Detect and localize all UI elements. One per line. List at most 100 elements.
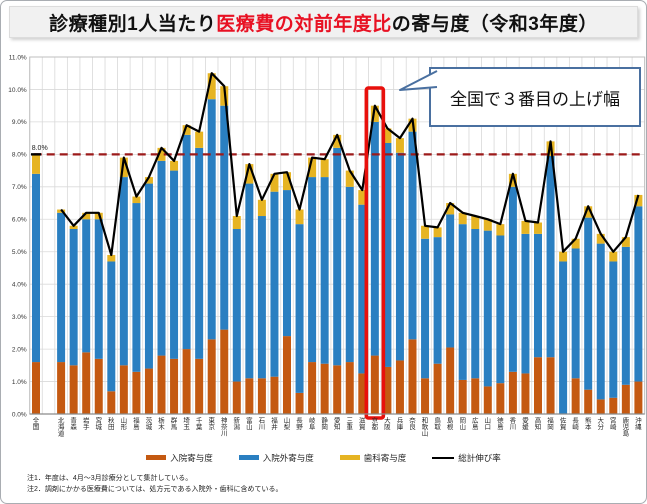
bar-segment	[182, 125, 191, 135]
bar-segment	[107, 391, 116, 414]
bar-segment	[132, 203, 141, 372]
title-highlight: 医療費の対前年度比	[216, 13, 392, 35]
bar-segment	[521, 233, 530, 374]
legend-color-swatch	[339, 455, 360, 460]
x-tick-label: 宮城	[96, 416, 103, 432]
x-tick-label: 熊本	[585, 416, 592, 432]
bar-segment	[471, 216, 480, 230]
bar-segment	[521, 220, 530, 234]
title-suffix: の寄与度（令和3年度）	[391, 13, 598, 35]
x-tick-label: 福井	[271, 416, 278, 432]
bar-segment	[596, 233, 605, 244]
bar-segment	[257, 199, 266, 217]
bar-segment	[559, 251, 568, 262]
bar-segment	[621, 246, 630, 385]
legend-label: 総計伸び率	[458, 452, 501, 463]
bar-segment	[207, 73, 216, 100]
bar-segment	[283, 190, 291, 337]
bar-segment	[596, 399, 605, 414]
bar-segment	[333, 365, 342, 414]
bar-segment	[521, 373, 530, 414]
x-tick-label: 福島	[133, 416, 140, 432]
bar-segment	[596, 243, 605, 400]
legend-color-swatch	[146, 455, 167, 460]
bar-segment	[584, 389, 593, 414]
bar-segment	[584, 206, 593, 218]
bar-segment	[195, 358, 204, 414]
x-tick-label: 新潟	[234, 416, 241, 432]
y-tick-label: 11.0%	[9, 54, 27, 61]
x-tick-label: 大阪	[384, 416, 391, 432]
bar-segment	[257, 216, 266, 379]
x-tick-label: 和歌山	[422, 416, 429, 438]
bar-segment	[571, 248, 580, 379]
y-tick-label: 1.0%	[12, 379, 27, 386]
x-tick-label: 北海道	[58, 417, 65, 438]
bar-segment	[308, 177, 317, 363]
bar-segment	[144, 177, 153, 184]
bar-segment	[107, 261, 116, 392]
legend-item: 総計伸び率	[432, 452, 501, 464]
y-tick-label: 7.0%	[12, 184, 27, 191]
bar-segment	[483, 386, 492, 414]
bar-segment	[370, 105, 379, 122]
bar-segment	[395, 138, 404, 153]
bar-segment	[69, 365, 78, 414]
bar-segment	[408, 339, 417, 414]
bar-segment	[295, 392, 304, 414]
bar-segment	[370, 355, 379, 414]
bar-segment	[132, 371, 141, 414]
legend-item: 入院外寄与度	[238, 452, 314, 464]
y-tick-label: 0.0%	[12, 411, 27, 418]
y-tick-label: 9.0%	[12, 119, 27, 126]
bar-segment	[609, 251, 618, 262]
bar-segment	[433, 363, 442, 414]
bar-segment	[182, 134, 191, 350]
page-title: 診療種別1人当たり 医療費の対前年度比 の寄与度（令和3年度）	[9, 6, 638, 38]
x-tick-label: 福岡	[547, 416, 554, 432]
title-prefix: 診療種別1人当たり	[49, 13, 217, 35]
callout-text: 全国で３番目の上げ幅	[450, 89, 620, 109]
bar-segment	[458, 212, 467, 225]
bar-segment	[82, 212, 91, 220]
bar-segment	[270, 191, 279, 377]
y-axis-labels: 0.0% 1.0% 2.0% 3.0% 4.0% 5.0% 6.0% 7.0% 8.0% 9.0%…	[8, 54, 27, 418]
bar-segment	[170, 160, 179, 171]
y-tick-label: 4.0%	[12, 281, 27, 288]
bar-segment	[119, 157, 128, 178]
x-tick-label: 山梨	[284, 416, 291, 432]
y-tick-label: 5.0%	[12, 249, 27, 256]
x-tick-label: 富山	[246, 416, 253, 432]
bar-segment	[157, 355, 166, 414]
bar-segment	[534, 233, 542, 358]
x-tick-label: 山形	[121, 416, 128, 432]
bar-segment	[308, 157, 317, 178]
x-tick-label: 神奈川	[221, 416, 228, 438]
bar-segment	[358, 190, 367, 205]
bar-segment	[345, 362, 354, 414]
y-tick-label: 3.0%	[12, 314, 27, 321]
callout-pointer-icon	[399, 70, 438, 91]
bar-segment	[634, 194, 643, 207]
x-tick-label: 高知	[535, 416, 542, 432]
x-tick-label: 徳島	[497, 416, 504, 432]
bar-segment	[69, 229, 78, 366]
bar-segment	[232, 229, 241, 382]
bar-segment	[232, 216, 241, 230]
bar-segment	[408, 131, 417, 340]
x-tick-label: 岐阜	[309, 416, 316, 432]
bar-segment	[634, 206, 643, 382]
total-growth-line	[60, 72, 640, 257]
bar-segment	[483, 230, 492, 387]
x-tick-label: 鳥取	[434, 416, 441, 432]
bar-segment	[383, 128, 392, 144]
callout-box: 全国で３番目の上げ幅	[429, 67, 641, 127]
bar-segment	[358, 373, 367, 414]
bar-segment	[82, 219, 91, 353]
legend-line-swatch	[432, 456, 455, 459]
bar-segment	[358, 204, 367, 374]
bar-segment	[182, 349, 191, 414]
y-tick-label: 6.0%	[12, 217, 27, 224]
bar-segment	[69, 225, 78, 230]
bar-segment	[220, 329, 229, 414]
